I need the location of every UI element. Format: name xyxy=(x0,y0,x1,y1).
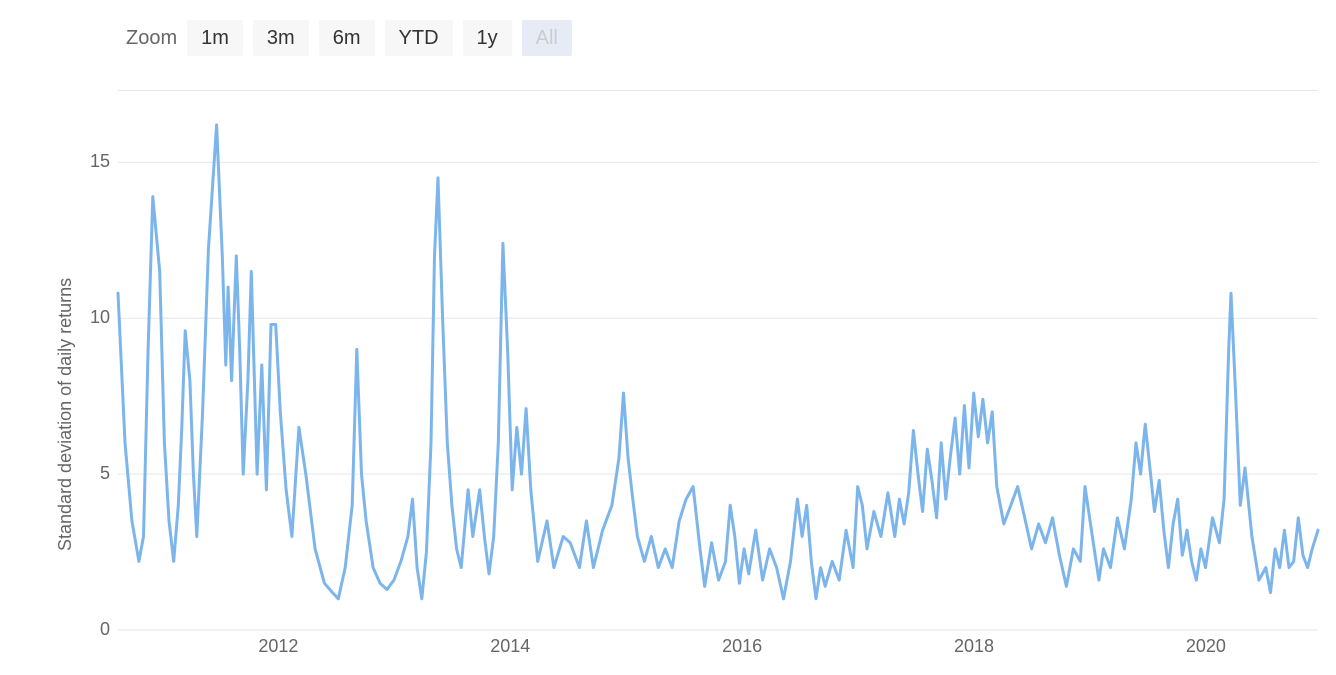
chart-plot-area[interactable] xyxy=(118,100,1318,630)
zoom-button-1m[interactable]: 1m xyxy=(187,20,243,56)
series-volatility xyxy=(118,125,1318,599)
zoom-toolbar: Zoom 1m 3m 6m YTD 1y All xyxy=(126,20,572,56)
x-tick-label: 2012 xyxy=(258,636,298,657)
zoom-label: Zoom xyxy=(126,27,177,50)
y-tick-label: 10 xyxy=(90,307,110,328)
y-tick-label: 5 xyxy=(100,463,110,484)
x-tick-label: 2014 xyxy=(490,636,530,657)
x-tick-label: 2020 xyxy=(1186,636,1226,657)
x-tick-label: 2018 xyxy=(954,636,994,657)
y-axis-title: Standard deviation of daily returns xyxy=(55,277,76,550)
zoom-button-1y[interactable]: 1y xyxy=(463,20,512,56)
zoom-button-ytd[interactable]: YTD xyxy=(385,20,453,56)
x-tick-label: 2016 xyxy=(722,636,762,657)
y-tick-label: 0 xyxy=(100,619,110,640)
toolbar-divider xyxy=(118,90,1318,91)
y-tick-label: 15 xyxy=(90,151,110,172)
zoom-button-6m[interactable]: 6m xyxy=(319,20,375,56)
zoom-button-3m[interactable]: 3m xyxy=(253,20,309,56)
zoom-button-all[interactable]: All xyxy=(522,20,572,56)
chart-container: Zoom 1m 3m 6m YTD 1y All Standard deviation o… xyxy=(0,0,1336,675)
